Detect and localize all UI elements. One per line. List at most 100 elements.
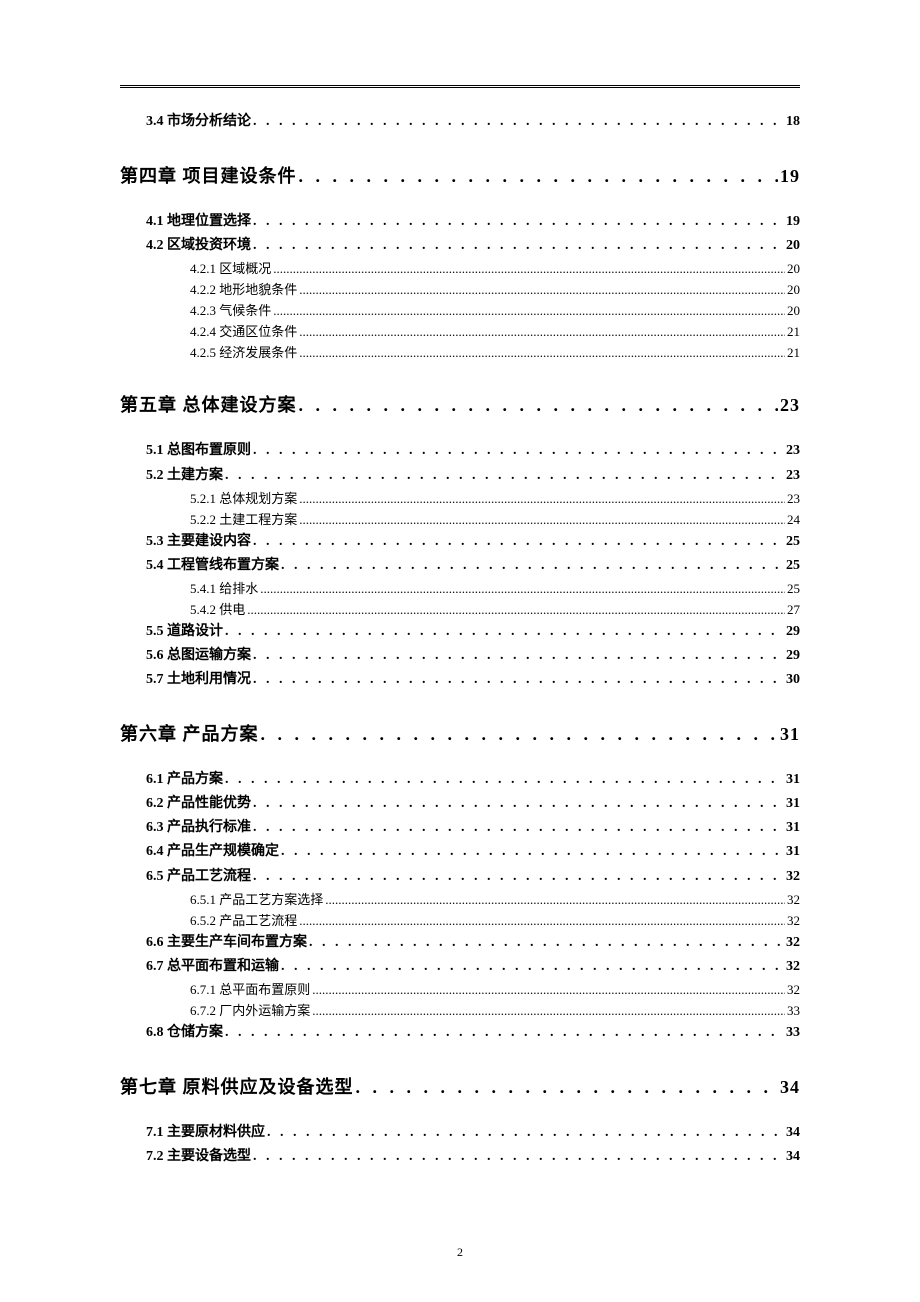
- toc-entry-title: 6.8 仓储方案: [146, 1021, 223, 1045]
- toc-entry-title: 6.5.1 产品工艺方案选择: [190, 889, 323, 910]
- toc-entry-level3: 4.2.5 经济发展条件............................…: [190, 342, 800, 363]
- toc-entry-page: 31: [786, 768, 800, 792]
- toc-entry-page: 32: [787, 910, 800, 931]
- toc-leader-dots: ........................................…: [299, 910, 785, 931]
- toc-entry-title: 6.2 产品性能优势: [146, 792, 251, 816]
- toc-entry-title: 5.6 总图运输方案: [146, 644, 251, 668]
- toc-entry-title: 5.4 工程管线布置方案: [146, 554, 279, 578]
- toc-entry-level2: 7.2 主要设备选型 . . . . . . . . . . . . . . .…: [146, 1145, 800, 1169]
- toc-leader-dots: . . . . . . . . . . . . . . . . . . . . …: [253, 644, 784, 668]
- toc-leader-dots: . . . . . . . . . . . . . . . . . . . . …: [253, 668, 784, 692]
- toc-leader-dots: . . . . . . . . . . . . . . . . . . . . …: [356, 1077, 779, 1098]
- toc-entry-level2: 6.6 主要生产车间布置方案 . . . . . . . . . . . . .…: [146, 931, 800, 955]
- toc-entry-level2: 7.1 主要原材料供应 . . . . . . . . . . . . . . …: [146, 1121, 800, 1145]
- header-rule: [120, 85, 800, 88]
- toc-leader-dots: . . . . . . . . . . . . . . . . . . . . …: [309, 931, 784, 955]
- toc-leader-dots: ........................................…: [299, 321, 785, 342]
- toc-entry-title: 6.7.2 厂内外运输方案: [190, 1000, 310, 1021]
- toc-leader-dots: . . . . . . . . . . . . . . . . . . . . …: [267, 1121, 784, 1145]
- toc-entry-title: 5.2 土建方案: [146, 464, 223, 488]
- toc-leader-dots: . . . . . . . . . . . . . . . . . . . . …: [225, 620, 784, 644]
- toc-entry-level3: 4.2.3 气候条件..............................…: [190, 300, 800, 321]
- toc-entry-title: 第五章 总体建设方案: [120, 391, 297, 417]
- toc-entry-page: 29: [786, 620, 800, 644]
- toc-entry-title: 第七章 原料供应及设备选型: [120, 1073, 354, 1099]
- toc-entry-page: 20: [787, 279, 800, 300]
- toc-entry-page: 32: [787, 979, 800, 1000]
- toc-leader-dots: . . . . . . . . . . . . . . . . . . . . …: [253, 865, 784, 889]
- toc-entry-level2: 6.4 产品生产规模确定 . . . . . . . . . . . . . .…: [146, 840, 800, 864]
- toc-leader-dots: . . . . . . . . . . . . . . . . . . . . …: [253, 210, 784, 234]
- toc-leader-dots: ........................................…: [312, 1000, 785, 1021]
- toc-entry-title: 5.5 道路设计: [146, 620, 223, 644]
- toc-entry-level3: 5.2.2 土建工程方案............................…: [190, 509, 800, 530]
- toc-entry-title: 5.2.1 总体规划方案: [190, 488, 297, 509]
- toc-entry-level2: 6.2 产品性能优势 . . . . . . . . . . . . . . .…: [146, 792, 800, 816]
- toc-entry-page: 24: [787, 509, 800, 530]
- toc-entry-title: 第四章 项目建设条件: [120, 162, 297, 188]
- toc-leader-dots: . . . . . . . . . . . . . . . . . . . . …: [281, 554, 784, 578]
- toc-entry-title: 5.4.1 给排水: [190, 578, 258, 599]
- toc-entry-page: 23: [786, 439, 800, 463]
- toc-entry-title: 3.4 市场分析结论: [146, 110, 251, 134]
- toc-leader-dots: ........................................…: [273, 258, 785, 279]
- toc-leader-dots: . . . . . . . . . . . . . . . . . . . . …: [299, 166, 779, 187]
- toc-leader-dots: . . . . . . . . . . . . . . . . . . . . …: [299, 395, 779, 416]
- toc-leader-dots: . . . . . . . . . . . . . . . . . . . . …: [261, 724, 779, 745]
- toc-entry-title: 6.5 产品工艺流程: [146, 865, 251, 889]
- toc-entry-title: 7.1 主要原材料供应: [146, 1121, 265, 1145]
- toc-leader-dots: ........................................…: [260, 578, 785, 599]
- toc-entry-level3: 4.2.2 地形地貌条件............................…: [190, 279, 800, 300]
- toc-entry-level3: 4.2.1 区域概况..............................…: [190, 258, 800, 279]
- toc-entry-level2: 5.2 土建方案 . . . . . . . . . . . . . . . .…: [146, 464, 800, 488]
- page-number: 2: [0, 1245, 920, 1260]
- toc-entry-title: 5.1 总图布置原则: [146, 439, 251, 463]
- toc-entry-level3: 4.2.4 交通区位条件............................…: [190, 321, 800, 342]
- toc-leader-dots: . . . . . . . . . . . . . . . . . . . . …: [225, 1021, 784, 1045]
- toc-entry-page: 20: [787, 300, 800, 321]
- toc-leader-dots: . . . . . . . . . . . . . . . . . . . . …: [225, 768, 784, 792]
- toc-entry-title: 6.6 主要生产车间布置方案: [146, 931, 307, 955]
- toc-leader-dots: ........................................…: [299, 488, 785, 509]
- toc-entry-page: 30: [786, 668, 800, 692]
- toc-entry-level2: 3.4 市场分析结论 . . . . . . . . . . . . . . .…: [146, 110, 800, 134]
- toc-entry-title: 4.1 地理位置选择: [146, 210, 251, 234]
- toc-entry-page: 19: [780, 166, 800, 187]
- toc-entry-page: 23: [786, 464, 800, 488]
- toc-leader-dots: . . . . . . . . . . . . . . . . . . . . …: [225, 464, 784, 488]
- toc-leader-dots: . . . . . . . . . . . . . . . . . . . . …: [253, 439, 784, 463]
- toc-entry-level1: 第七章 原料供应及设备选型. . . . . . . . . . . . . .…: [120, 1073, 800, 1099]
- toc-entry-title: 6.5.2 产品工艺流程: [190, 910, 297, 931]
- toc-leader-dots: . . . . . . . . . . . . . . . . . . . . …: [281, 840, 784, 864]
- toc-entry-page: 20: [787, 258, 800, 279]
- toc-entry-page: 18: [786, 110, 800, 134]
- toc-entry-level2: 5.4 工程管线布置方案 . . . . . . . . . . . . . .…: [146, 554, 800, 578]
- toc-entry-title: 6.7 总平面布置和运输: [146, 955, 279, 979]
- toc-entry-level1: 第四章 项目建设条件. . . . . . . . . . . . . . . …: [120, 162, 800, 188]
- toc-entry-page: 34: [786, 1121, 800, 1145]
- toc-entry-level2: 6.8 仓储方案 . . . . . . . . . . . . . . . .…: [146, 1021, 800, 1045]
- toc-leader-dots: ........................................…: [273, 300, 785, 321]
- toc-entry-level3: 5.4.2 供电................................…: [190, 599, 800, 620]
- toc-entry-page: 23: [780, 395, 800, 416]
- toc-entry-level2: 5.1 总图布置原则 . . . . . . . . . . . . . . .…: [146, 439, 800, 463]
- toc-entry-page: 34: [780, 1077, 800, 1098]
- toc-leader-dots: . . . . . . . . . . . . . . . . . . . . …: [253, 792, 784, 816]
- toc-entry-level2: 6.5 产品工艺流程 . . . . . . . . . . . . . . .…: [146, 865, 800, 889]
- toc-entry-title: 5.3 主要建设内容: [146, 530, 251, 554]
- toc-entry-level3: 6.7.1 总平面布置原则...........................…: [190, 979, 800, 1000]
- toc-entry-title: 4.2 区域投资环境: [146, 234, 251, 258]
- toc-entry-title: 6.4 产品生产规模确定: [146, 840, 279, 864]
- toc-entry-page: 31: [786, 792, 800, 816]
- toc-entry-level2: 5.5 道路设计 . . . . . . . . . . . . . . . .…: [146, 620, 800, 644]
- toc-entry-title: 4.2.3 气候条件: [190, 300, 271, 321]
- toc-entry-page: 23: [787, 488, 800, 509]
- toc-leader-dots: . . . . . . . . . . . . . . . . . . . . …: [253, 110, 784, 134]
- toc-entry-title: 4.2.1 区域概况: [190, 258, 271, 279]
- toc-leader-dots: ........................................…: [325, 889, 785, 910]
- toc-entry-page: 25: [786, 554, 800, 578]
- toc-leader-dots: . . . . . . . . . . . . . . . . . . . . …: [253, 234, 784, 258]
- toc-entry-title: 5.2.2 土建工程方案: [190, 509, 297, 530]
- toc-entry-page: 25: [786, 530, 800, 554]
- toc-entry-page: 33: [786, 1021, 800, 1045]
